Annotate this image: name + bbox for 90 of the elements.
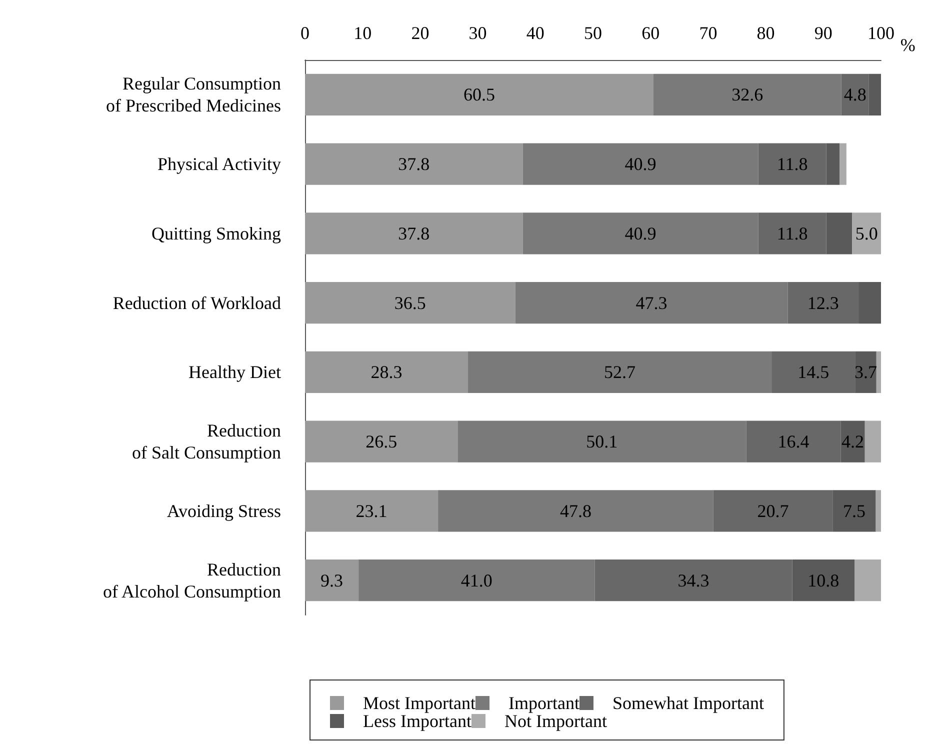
y-tick-label: Reduction of Workload <box>112 292 281 313</box>
bar <box>305 74 654 116</box>
bar <box>713 490 833 532</box>
data-label: 14.5 <box>798 362 830 382</box>
data-label: 23.1 <box>356 500 388 521</box>
bar <box>594 560 792 602</box>
data-label: 32.6 <box>732 84 764 105</box>
data-label: 20.7 <box>757 500 789 521</box>
y-tick-label: Regular Consumption of Prescribed Medicines <box>106 74 281 116</box>
bar <box>876 351 881 393</box>
x-tick-label: 100 <box>868 23 894 43</box>
data-label: 7.5 <box>842 500 866 521</box>
legend-label: Important <box>508 693 580 713</box>
x-tick-label: 30 <box>468 23 487 43</box>
data-label: 4.8 <box>844 84 866 105</box>
data-label: 40.9 <box>624 223 656 244</box>
bar <box>841 74 869 116</box>
x-tick-label: 40 <box>526 23 544 43</box>
bar <box>358 560 595 602</box>
bar <box>792 560 855 602</box>
data-label: 28.3 <box>370 362 402 382</box>
data-label: 37.8 <box>398 223 430 244</box>
x-tick-label: 10 <box>354 23 372 43</box>
data-label: 47.8 <box>560 500 592 521</box>
y-tick-label: Healthy Diet <box>188 362 281 382</box>
bar <box>864 420 881 462</box>
bar <box>468 351 772 393</box>
bar <box>522 212 758 254</box>
bar <box>832 490 876 532</box>
data-label: 3.7 <box>854 362 877 382</box>
x-tick-label: 90 <box>814 23 832 43</box>
bar <box>305 420 458 462</box>
data-label: 16.4 <box>778 432 810 452</box>
bar <box>772 351 856 393</box>
bar <box>840 143 846 185</box>
data-label: 11.8 <box>776 154 808 174</box>
bar <box>758 212 826 254</box>
data-label: 5.0 <box>855 223 878 244</box>
data-label: 11.8 <box>776 223 808 244</box>
bar <box>458 420 746 462</box>
bar <box>746 420 841 462</box>
data-label: 34.3 <box>678 570 710 590</box>
bar <box>305 212 523 254</box>
x-tick-label: 80 <box>756 23 775 43</box>
bar <box>788 282 859 324</box>
bar <box>515 282 788 324</box>
x-tick-label: 60 <box>642 23 660 43</box>
bar <box>826 143 840 185</box>
bar <box>305 351 468 393</box>
data-label: 52.7 <box>604 362 636 382</box>
data-label: 10.8 <box>808 570 840 590</box>
data-label: 47.3 <box>636 292 668 313</box>
bar <box>826 212 852 254</box>
y-tick-label: Reduction of Salt Consumption <box>132 420 281 463</box>
bar <box>840 420 865 462</box>
data-label: 60.5 <box>463 84 495 105</box>
data-label: 41.0 <box>460 570 492 590</box>
data-label: 12.3 <box>807 292 839 313</box>
data-label: 9.3 <box>320 570 344 590</box>
legend-label: Somewhat Important <box>612 693 764 713</box>
bar <box>858 282 881 324</box>
bar <box>653 74 842 116</box>
x-axis-title: % <box>900 35 916 55</box>
data-label: 4.2 <box>842 432 864 452</box>
x-tick-label: 70 <box>699 23 718 43</box>
y-tick-label: Physical Activity <box>158 154 281 174</box>
x-tick-label: 0 <box>300 23 310 43</box>
bar <box>438 490 714 532</box>
bar <box>868 74 881 116</box>
bar <box>305 490 438 532</box>
bar <box>876 490 881 532</box>
data-label: 26.5 <box>366 432 398 452</box>
data-label: 37.8 <box>398 154 430 174</box>
bar <box>305 143 523 185</box>
bar <box>758 143 826 185</box>
bar <box>852 212 881 254</box>
bar <box>522 143 758 185</box>
y-tick-label: Reduction of Alcohol Consumption <box>102 559 281 602</box>
bar <box>854 560 881 602</box>
data-label: 40.9 <box>624 154 656 174</box>
bar <box>305 282 516 324</box>
x-tick-label: 50 <box>584 23 602 43</box>
y-tick-label: Avoiding Stress <box>166 500 281 521</box>
bar <box>305 560 359 602</box>
bar <box>855 351 876 393</box>
x-tick-label: 20 <box>411 23 430 43</box>
legend-label: Most Important <box>363 693 476 713</box>
y-tick-label: Quitting Smoking <box>151 223 281 244</box>
data-label: 36.5 <box>394 292 426 313</box>
data-label: 50.1 <box>586 432 618 452</box>
